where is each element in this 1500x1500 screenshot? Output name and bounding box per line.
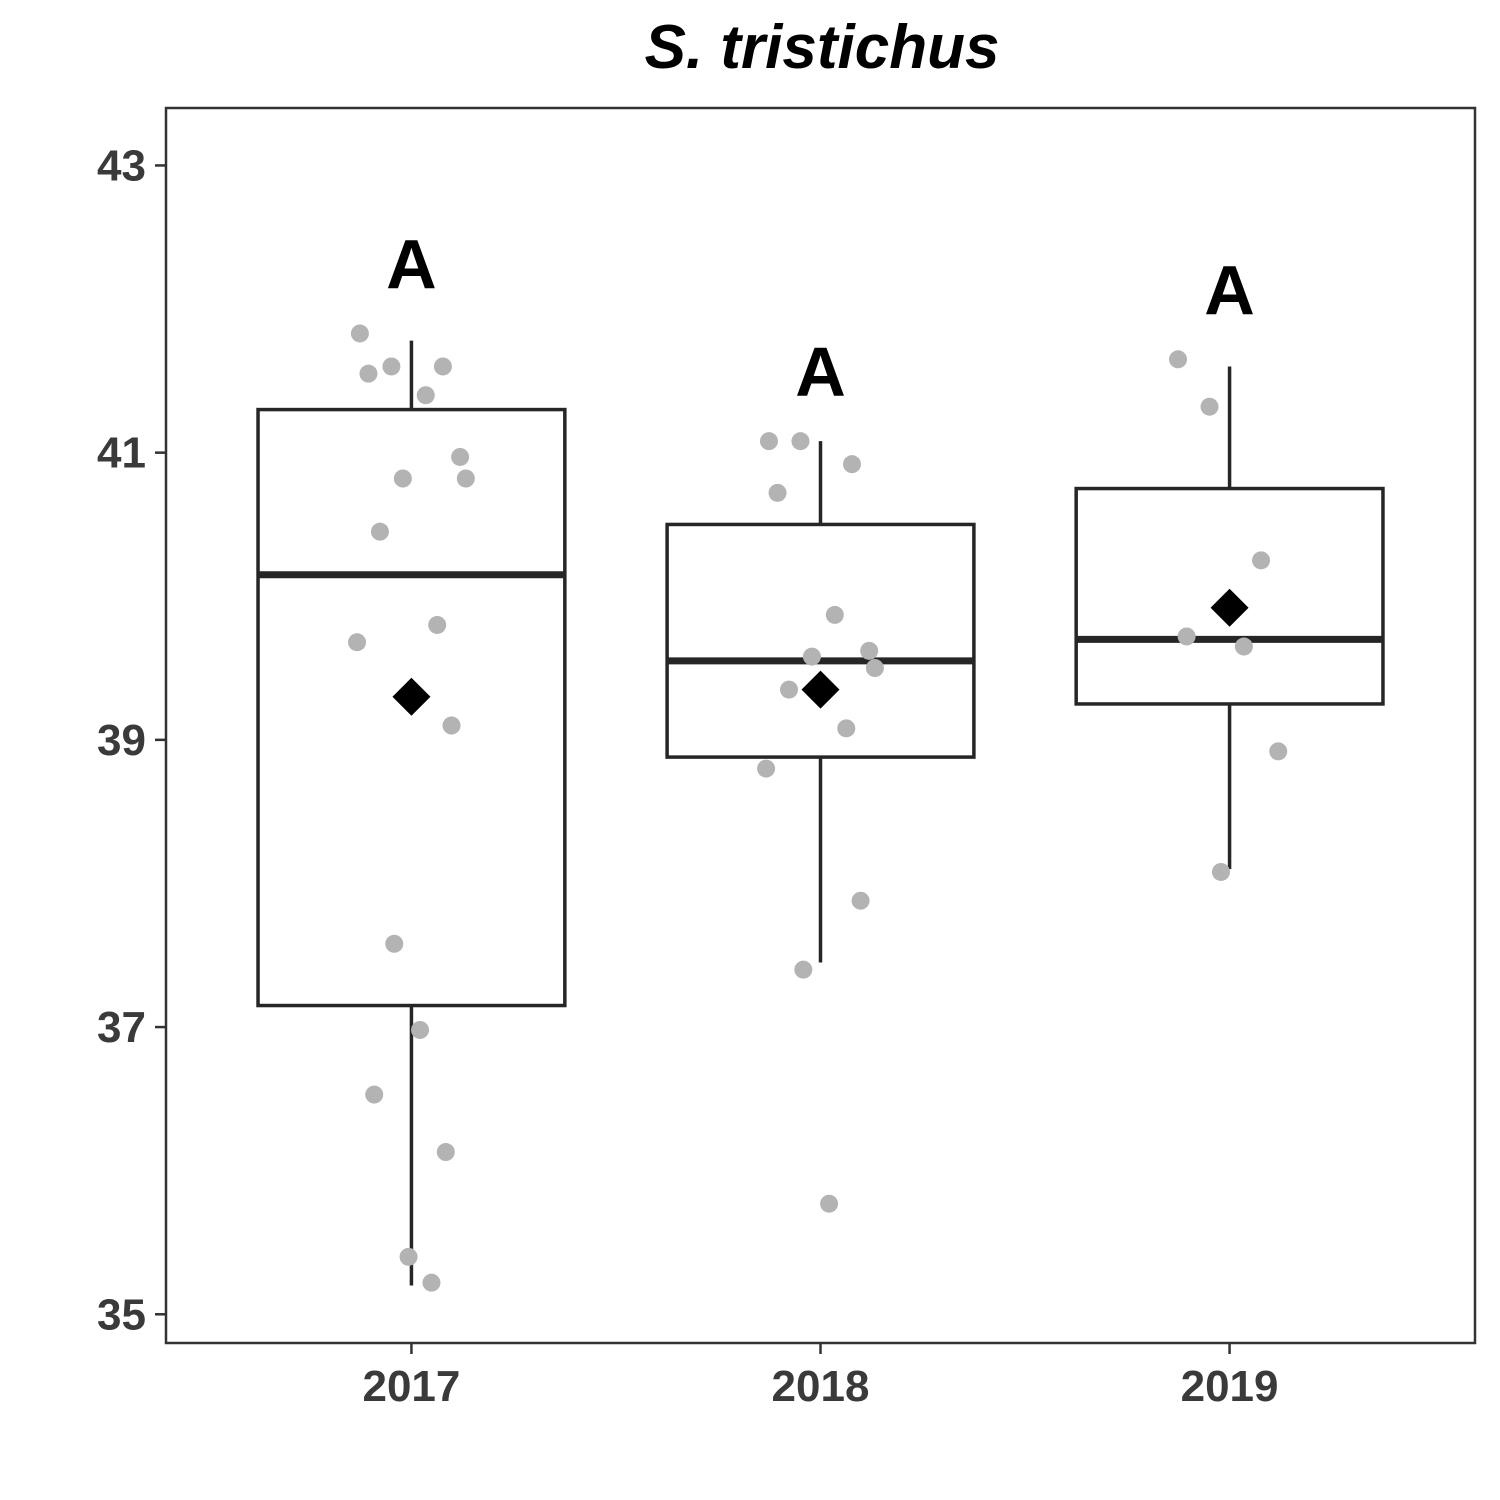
data-point (451, 447, 470, 466)
data-point (428, 615, 447, 634)
y-tick-label: 41 (97, 429, 146, 478)
data-point (794, 960, 813, 979)
mean-marker (392, 677, 431, 716)
y-tick-label: 35 (97, 1290, 146, 1339)
data-point (791, 432, 810, 451)
data-point (416, 386, 435, 405)
data-point (768, 483, 787, 502)
data-point (422, 1273, 441, 1292)
data-point (365, 1085, 384, 1104)
x-tick-label: 2017 (362, 1362, 460, 1411)
data-point (436, 1143, 455, 1162)
data-point (851, 891, 870, 910)
box-group-2019: A (1074, 251, 1385, 881)
chart-title: S. tristichus (645, 13, 1000, 82)
data-point (1200, 397, 1219, 416)
data-point (842, 455, 861, 474)
significance-letter: A (1204, 251, 1255, 329)
data-point (802, 647, 821, 666)
x-tick-label: 2018 (772, 1362, 870, 1411)
data-point (393, 469, 412, 488)
mean-marker (801, 670, 840, 709)
y-axis: 35 37 39 41 43 (97, 141, 166, 1339)
data-point (1234, 637, 1253, 656)
data-point (348, 633, 367, 652)
data-point (359, 364, 378, 383)
significance-letter: A (795, 333, 846, 411)
data-point (860, 641, 879, 660)
x-axis: 2017 2018 2019 (362, 1343, 1279, 1411)
data-point (1211, 862, 1230, 881)
box-iqr (665, 522, 976, 759)
data-point (1169, 350, 1188, 369)
data-point (442, 716, 461, 735)
data-point (1177, 627, 1196, 646)
data-point (382, 357, 401, 376)
box-group-2017: A (256, 225, 567, 1292)
data-point (456, 469, 475, 488)
data-point (350, 324, 369, 343)
data-point (820, 1194, 839, 1213)
y-tick-label: 39 (97, 716, 146, 765)
data-point (837, 719, 856, 738)
data-point (385, 934, 404, 953)
x-tick-label: 2019 (1181, 1362, 1279, 1411)
data-point (370, 522, 389, 541)
y-tick-label: 43 (97, 141, 146, 190)
data-point (411, 1020, 430, 1039)
mean-marker (1210, 588, 1249, 627)
data-point (1252, 551, 1271, 570)
data-point (825, 605, 844, 624)
data-point (1269, 742, 1288, 761)
box-groups: A A A (256, 225, 1385, 1292)
data-point (780, 680, 799, 699)
data-point (433, 357, 452, 376)
box-group-2018: A (665, 333, 976, 1213)
y-tick-label: 37 (97, 1003, 146, 1052)
significance-letter: A (386, 225, 437, 303)
data-point (757, 759, 776, 778)
data-point (759, 432, 778, 451)
data-point (399, 1247, 418, 1266)
data-point (865, 659, 884, 678)
